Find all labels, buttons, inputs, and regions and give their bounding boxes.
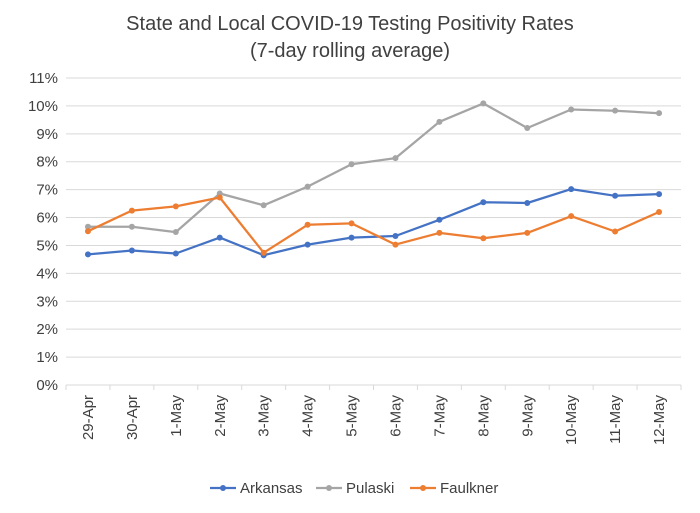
data-point bbox=[436, 229, 443, 236]
data-point bbox=[84, 251, 91, 258]
legend-label: Faulkner bbox=[440, 480, 498, 497]
series-line bbox=[87, 187, 660, 257]
data-point bbox=[480, 235, 487, 242]
data-point bbox=[216, 234, 223, 241]
data-point bbox=[260, 202, 267, 209]
x-axis-ticks: 29-Apr 30-Apr 1-May 2-May 3-May 4-May 5-May 6-M… bbox=[65, 385, 682, 446]
y-tick-label: 3% bbox=[36, 293, 58, 310]
data-point bbox=[656, 208, 663, 215]
data-point bbox=[172, 229, 179, 236]
legend-label: Pulaski bbox=[346, 480, 394, 497]
data-point bbox=[612, 192, 619, 199]
data-point bbox=[612, 107, 619, 114]
data-point bbox=[172, 203, 179, 210]
x-tick-label: 5-May bbox=[344, 395, 361, 437]
y-tick-label: 5% bbox=[36, 237, 58, 254]
data-point bbox=[304, 241, 311, 248]
data-point bbox=[128, 247, 135, 254]
y-axis-ticks: 0% 1% 2% 3% 4% 5% 6% 7% 8% 9% 10% 11% bbox=[28, 70, 58, 394]
data-point bbox=[84, 228, 91, 235]
legend-item-faulkner: Faulkner bbox=[410, 480, 498, 497]
legend-swatch-marker bbox=[420, 485, 426, 491]
y-tick-label: 6% bbox=[36, 210, 58, 227]
data-point bbox=[128, 223, 135, 230]
data-point bbox=[84, 223, 91, 230]
data-point bbox=[260, 249, 267, 256]
data-point bbox=[436, 216, 443, 223]
series-arkansas bbox=[84, 186, 663, 259]
legend-swatch-marker bbox=[220, 485, 226, 491]
x-tick-label: 2-May bbox=[212, 395, 229, 437]
y-tick-label: 4% bbox=[36, 265, 58, 282]
data-point bbox=[348, 220, 355, 227]
legend-item-pulaski: Pulaski bbox=[316, 480, 394, 497]
data-point bbox=[392, 155, 399, 162]
x-tick-label: 3-May bbox=[256, 395, 273, 437]
y-tick-label: 10% bbox=[28, 98, 58, 115]
y-tick-label: 7% bbox=[36, 182, 58, 199]
data-point bbox=[568, 213, 575, 220]
x-tick-label: 30-Apr bbox=[124, 395, 141, 440]
y-tick-label: 8% bbox=[36, 154, 58, 171]
chart-title: State and Local COVID-19 Testing Positiv… bbox=[126, 13, 574, 35]
data-point bbox=[568, 106, 575, 113]
y-tick-label: 0% bbox=[36, 377, 58, 394]
x-tick-label: 6-May bbox=[387, 395, 404, 437]
y-tick-label: 1% bbox=[36, 349, 58, 366]
data-point bbox=[656, 191, 663, 198]
data-point bbox=[348, 161, 355, 168]
x-tick-label: 8-May bbox=[475, 395, 492, 437]
series-lines bbox=[84, 100, 663, 259]
series-pulaski bbox=[84, 100, 663, 236]
data-point bbox=[524, 124, 531, 131]
x-tick-label: 4-May bbox=[300, 395, 317, 437]
data-point bbox=[392, 241, 399, 248]
chart-subtitle: (7-day rolling average) bbox=[250, 40, 450, 62]
x-tick-label: 29-Apr bbox=[80, 395, 97, 440]
series-line bbox=[87, 196, 660, 254]
series-line bbox=[88, 102, 660, 234]
gridlines bbox=[66, 77, 681, 386]
data-point bbox=[216, 194, 223, 201]
data-point bbox=[128, 207, 135, 214]
data-point bbox=[480, 199, 487, 206]
legend-label: Arkansas bbox=[240, 480, 303, 497]
data-point bbox=[392, 232, 399, 239]
x-tick-label: 9-May bbox=[519, 395, 536, 437]
data-point bbox=[172, 250, 179, 257]
data-point bbox=[612, 228, 619, 235]
data-point bbox=[348, 234, 355, 241]
x-tick-label: 7-May bbox=[431, 395, 448, 437]
x-tick-label: 11-May bbox=[607, 395, 624, 444]
series-faulkner bbox=[84, 194, 663, 256]
y-tick-label: 9% bbox=[36, 126, 58, 143]
x-tick-label: 12-May bbox=[651, 395, 668, 446]
data-point bbox=[568, 186, 575, 193]
x-tick-label: 1-May bbox=[168, 395, 185, 437]
legend: Arkansas Pulaski Faulkner bbox=[210, 480, 498, 497]
data-point bbox=[656, 110, 663, 117]
data-point bbox=[304, 221, 311, 228]
data-point bbox=[524, 200, 531, 207]
y-tick-label: 11% bbox=[29, 70, 58, 87]
data-point bbox=[436, 118, 443, 125]
data-point bbox=[524, 229, 531, 236]
legend-swatch-marker bbox=[326, 485, 332, 491]
data-point bbox=[480, 100, 487, 107]
legend-item-arkansas: Arkansas bbox=[210, 480, 303, 497]
y-tick-label: 2% bbox=[36, 321, 58, 338]
x-tick-label: 10-May bbox=[563, 395, 580, 446]
data-point bbox=[304, 183, 311, 190]
